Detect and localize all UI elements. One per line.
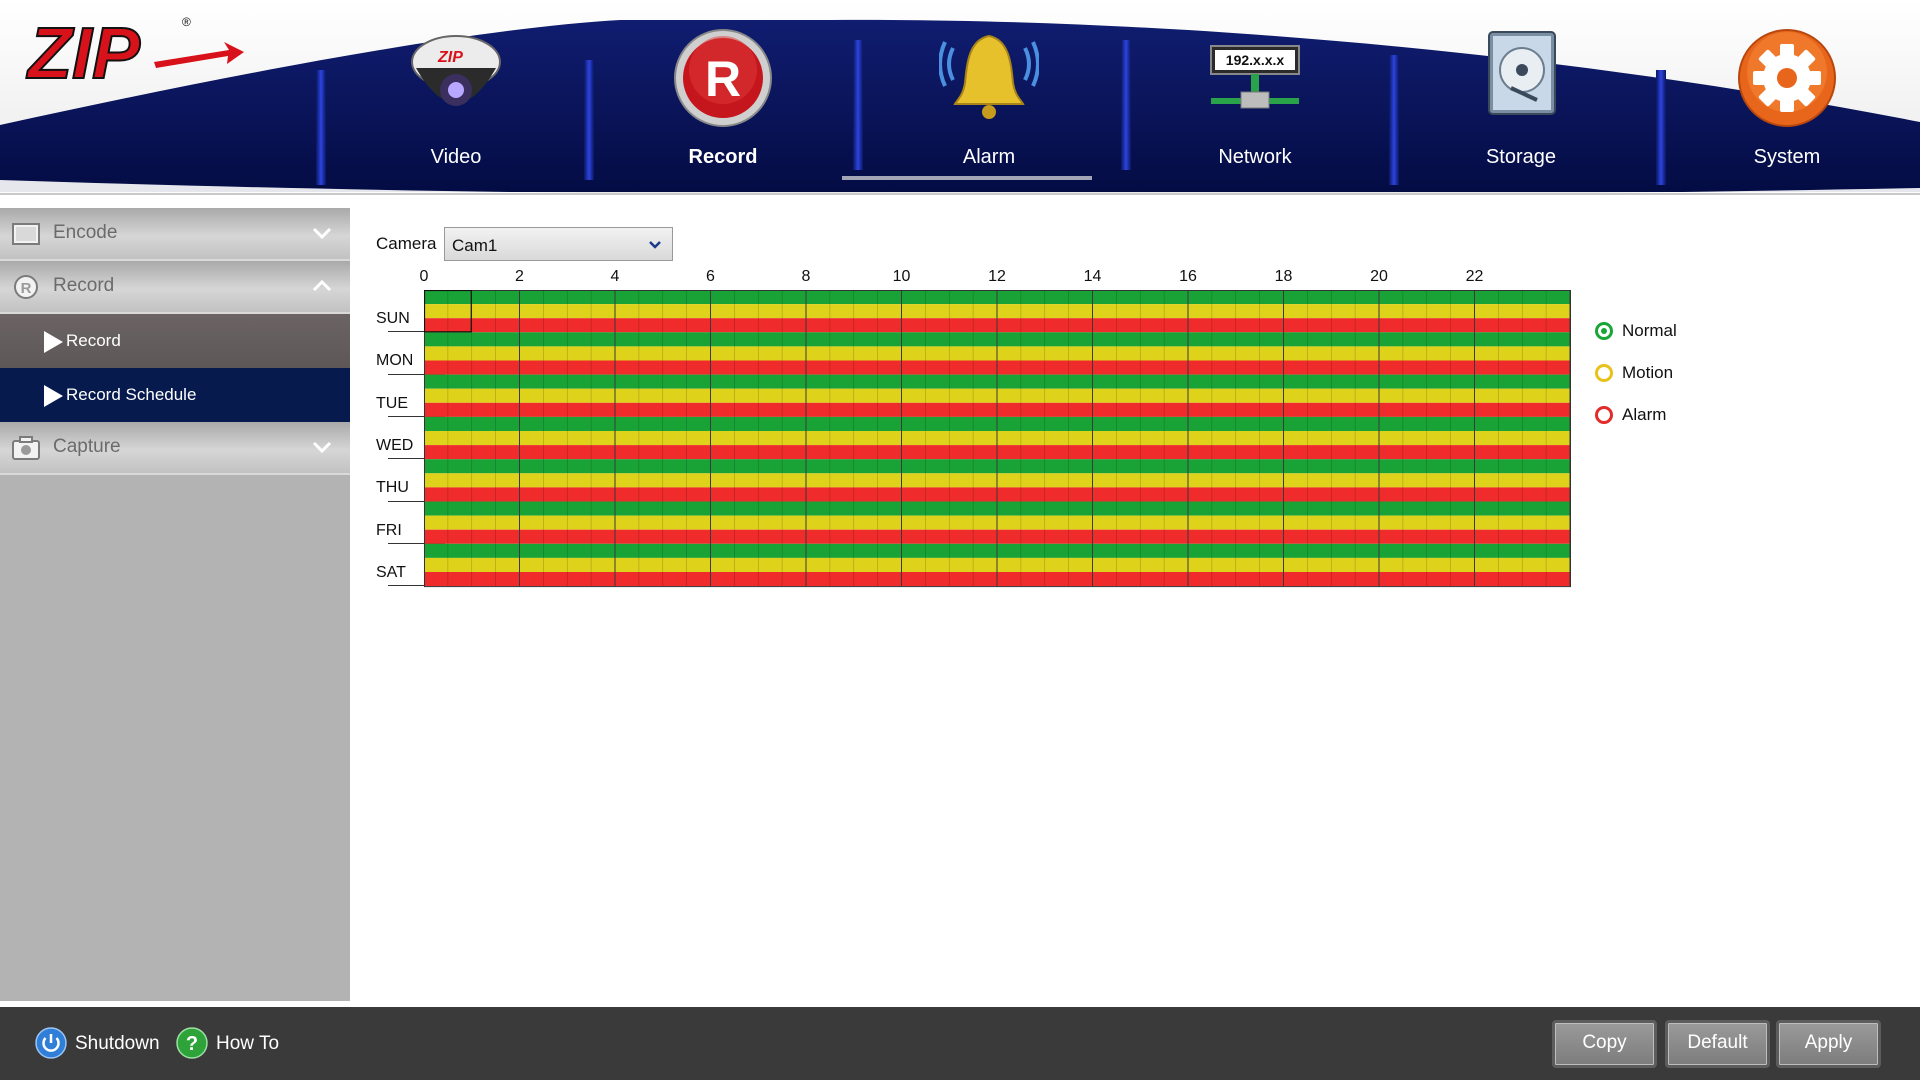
chevron-down-icon bbox=[649, 241, 661, 249]
record-icon: R bbox=[674, 29, 772, 127]
schedule-grid-svg[interactable] bbox=[423, 289, 1572, 588]
camera-label: Camera bbox=[376, 234, 437, 253]
chevron-down-icon bbox=[312, 227, 332, 240]
footer-bar: Shutdown ? How To Copy Default Apply bbox=[0, 1007, 1920, 1080]
camera-select-value: Cam1 bbox=[452, 236, 498, 255]
day-label: SAT bbox=[376, 563, 406, 581]
sidebar: Encode R Record Record Record Schedule C… bbox=[0, 208, 350, 1001]
camera-select[interactable]: Cam1 bbox=[444, 227, 673, 261]
day-divider bbox=[388, 585, 445, 587]
hour-tick-label: 4 bbox=[610, 268, 620, 285]
hour-tick-label: 22 bbox=[1465, 268, 1484, 285]
hour-tick-label: 8 bbox=[801, 268, 811, 285]
hour-tick-label: 14 bbox=[1083, 268, 1102, 285]
zip-logo: ZIP ® bbox=[25, 13, 244, 92]
nav-alarm[interactable]: Alarm bbox=[889, 20, 1089, 180]
nav-label: Alarm bbox=[962, 146, 1016, 168]
day-label: MON bbox=[376, 352, 414, 370]
day-label: SUN bbox=[376, 310, 410, 327]
top-navigation-bar: ZIP ® ZIP Video R Record bbox=[0, 0, 1920, 195]
nav-label: Record bbox=[688, 146, 758, 168]
network-badge: 192.x.x.x bbox=[1226, 52, 1285, 68]
schedule-cell-cursor bbox=[423, 289, 472, 333]
day-divider bbox=[388, 331, 445, 333]
day-divider bbox=[388, 500, 445, 502]
record-icon: R bbox=[14, 275, 38, 299]
play-arrow-icon bbox=[44, 385, 63, 407]
day-divider bbox=[388, 415, 445, 417]
sidebar-section-label: Record bbox=[53, 275, 115, 296]
day-divider bbox=[388, 373, 445, 375]
hour-tick-label: 0 bbox=[419, 268, 429, 285]
nav-record[interactable]: R Record bbox=[623, 20, 823, 180]
hour-tick-label: 16 bbox=[1179, 268, 1197, 285]
record-schedule-panel: Camera Cam1 0 2 4 6 8 10 12 14 16 18 20 22 SUN MON TU… bbox=[350, 208, 1920, 1001]
schedule-grid-border bbox=[424, 290, 1571, 588]
sidebar-section-label: Capture bbox=[53, 436, 121, 457]
nav-label: System bbox=[1753, 146, 1821, 168]
nav-storage[interactable]: Storage bbox=[1421, 20, 1621, 180]
sidebar-item-label: Record bbox=[66, 331, 121, 350]
radio-icon bbox=[1595, 364, 1613, 382]
hour-tick-label: 12 bbox=[988, 268, 1006, 285]
sidebar-item-record[interactable]: Record bbox=[0, 314, 350, 368]
legend-label: Motion bbox=[1622, 363, 1674, 382]
nav-video[interactable]: ZIP Video bbox=[356, 20, 556, 180]
how-to-label: How To bbox=[216, 1033, 280, 1054]
sidebar-section-encode[interactable]: Encode bbox=[0, 208, 350, 261]
legend-label: Alarm bbox=[1622, 405, 1667, 424]
hour-tick-label: 2 bbox=[515, 268, 524, 285]
hour-tick-label: 10 bbox=[892, 268, 911, 285]
day-label: FRI bbox=[376, 521, 402, 539]
hour-tick-label: 18 bbox=[1274, 268, 1293, 285]
svg-text:®: ® bbox=[182, 15, 191, 29]
sidebar-item-label: Record Schedule bbox=[66, 385, 197, 404]
alarm-bell-icon bbox=[939, 34, 1039, 119]
day-label: THU bbox=[376, 479, 409, 497]
security-camera-icon: ZIP bbox=[411, 35, 501, 106]
nav-label: Storage bbox=[1485, 146, 1557, 168]
power-icon bbox=[35, 1027, 67, 1059]
film-icon bbox=[12, 223, 40, 245]
day-divider bbox=[388, 458, 445, 460]
svg-text:R: R bbox=[705, 51, 741, 107]
header-background bbox=[0, 0, 1920, 195]
chevron-up-icon bbox=[312, 279, 332, 292]
svg-text:?: ? bbox=[186, 1033, 198, 1055]
play-arrow-icon bbox=[44, 331, 63, 353]
help-icon: ? bbox=[176, 1027, 208, 1059]
shutdown-label: Shutdown bbox=[75, 1033, 160, 1054]
default-button[interactable]: Default bbox=[1665, 1020, 1770, 1068]
radio-dot-icon bbox=[1601, 328, 1607, 334]
nav-network[interactable]: 192.x.x.x Network bbox=[1155, 20, 1355, 180]
svg-text:R: R bbox=[21, 280, 32, 297]
sidebar-section-label: Encode bbox=[53, 222, 118, 243]
hour-tick-label: 20 bbox=[1370, 268, 1388, 285]
svg-text:ZIP: ZIP bbox=[26, 14, 141, 92]
nav-label: Network bbox=[1218, 146, 1292, 168]
svg-text:ZIP: ZIP bbox=[437, 49, 463, 66]
gear-icon bbox=[1738, 29, 1836, 127]
day-label: TUE bbox=[376, 394, 408, 412]
sidebar-item-record-schedule[interactable]: Record Schedule bbox=[0, 368, 350, 422]
legend-label: Normal bbox=[1622, 321, 1677, 340]
nav-label: Video bbox=[430, 146, 482, 168]
sidebar-section-capture[interactable]: Capture bbox=[0, 422, 350, 475]
apply-button[interactable]: Apply bbox=[1776, 1020, 1881, 1068]
radio-icon bbox=[1595, 322, 1613, 340]
network-icon: 192.x.x.x bbox=[1210, 45, 1300, 109]
radio-icon bbox=[1595, 406, 1613, 424]
copy-button[interactable]: Copy bbox=[1552, 1020, 1657, 1068]
day-divider bbox=[388, 542, 445, 544]
chevron-down-icon bbox=[312, 441, 332, 454]
camera-icon bbox=[12, 436, 40, 460]
hard-drive-icon bbox=[1488, 31, 1556, 115]
day-label: WED bbox=[376, 436, 414, 454]
hour-tick-label: 6 bbox=[706, 268, 715, 285]
schedule-grid[interactable] bbox=[423, 289, 1572, 593]
nav-system[interactable]: System bbox=[1687, 20, 1887, 180]
sidebar-section-record[interactable]: R Record bbox=[0, 261, 350, 314]
